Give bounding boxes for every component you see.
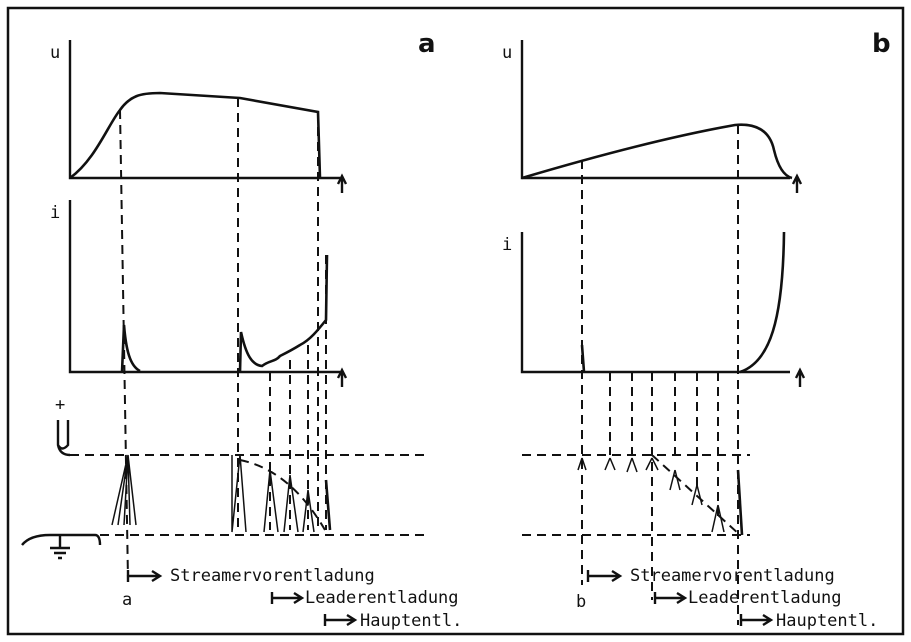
u-curve xyxy=(522,125,792,178)
arrow xyxy=(796,370,804,387)
axis-label: i xyxy=(502,235,512,255)
streamers xyxy=(112,455,314,532)
phase-arrow xyxy=(325,614,355,626)
marker: b xyxy=(576,592,586,612)
panel-a: a u i + Streamervorentladung Leaderentla… xyxy=(22,29,462,631)
marker: a xyxy=(122,590,132,610)
arrow xyxy=(793,176,801,193)
ground xyxy=(22,535,100,558)
axis-label: u xyxy=(50,43,60,63)
panel-label: a xyxy=(418,29,436,59)
phase-arrow xyxy=(741,614,771,626)
axis-label: u xyxy=(502,43,512,63)
phase-label: Streamervorentladung xyxy=(170,566,375,586)
phase-arrow xyxy=(588,570,620,582)
phase-arrow xyxy=(655,592,685,604)
phase-label: Hauptentl. xyxy=(776,611,878,631)
phase-arrow xyxy=(128,570,160,582)
figure: a u i + Streamervorentladung Leaderentla… xyxy=(0,0,911,642)
u-axes xyxy=(522,40,790,178)
dashed-projections xyxy=(582,125,740,625)
phase-label: Leaderentladung xyxy=(305,588,459,608)
frame xyxy=(8,8,903,634)
axis-label: i xyxy=(50,203,60,223)
phase-label: Hauptentl. xyxy=(360,611,462,631)
phase-label: Leaderentladung xyxy=(688,588,842,608)
panel-b: b u i Streamervorentladung Leaderentladu… xyxy=(502,29,891,631)
leader xyxy=(326,480,330,530)
i-curve xyxy=(582,232,784,372)
i-curve xyxy=(122,255,327,372)
u-curve xyxy=(70,93,320,178)
i-axes xyxy=(522,232,790,372)
phase-arrow xyxy=(272,592,302,604)
panel-label: b xyxy=(872,29,891,59)
electrode xyxy=(58,420,70,455)
electrode-sign: + xyxy=(55,395,65,415)
phase-label: Streamervorentladung xyxy=(630,566,835,586)
